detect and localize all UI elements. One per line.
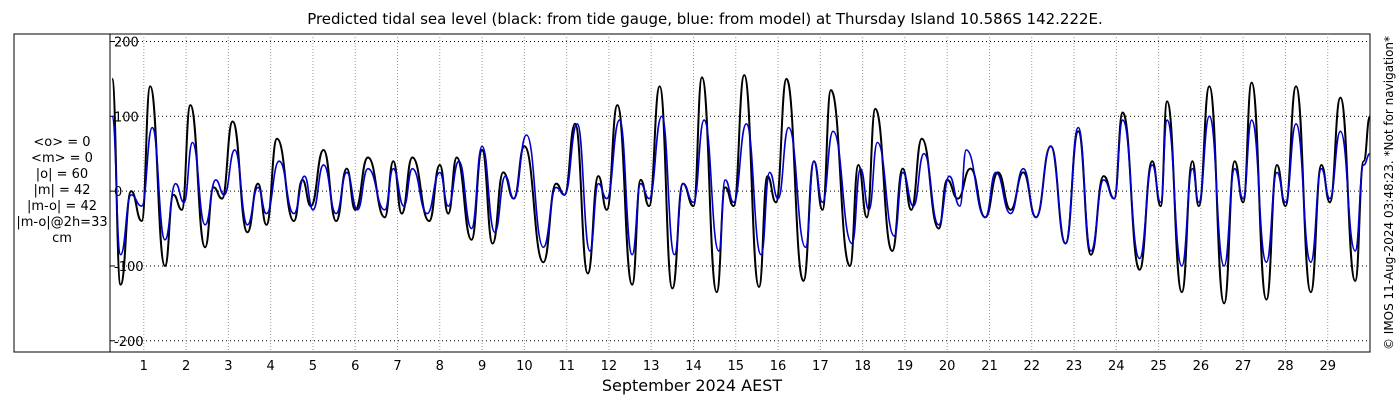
x-tick-label: 29 (1319, 359, 1336, 374)
x-tick-label: 26 (1193, 359, 1210, 374)
y-tick-label: -100 (114, 260, 144, 275)
stat-line: <m> = 0 (31, 151, 93, 166)
x-tick-label: 11 (558, 359, 575, 374)
plot-frame (13, 33, 1371, 353)
stat-line: |m-o| = 42 (27, 199, 97, 214)
chart-title: Predicted tidal sea level (black: from t… (307, 10, 1103, 28)
stats-layer: <o> = 0<m> = 0|o| = 60|m| = 42|m-o| = 42… (16, 135, 107, 246)
y-tick-label: 100 (114, 110, 139, 125)
x-tick-label: 13 (643, 359, 660, 374)
y-tick-label: 200 (114, 35, 139, 50)
x-tick-label: 3 (224, 359, 232, 374)
x-tick-label: 28 (1277, 359, 1294, 374)
stat-line: <o> = 0 (33, 135, 90, 150)
x-tick-label: 17 (812, 359, 829, 374)
x-tick-label: 23 (1066, 359, 1083, 374)
x-tick-label: 6 (351, 359, 359, 374)
x-tick-label: 10 (516, 359, 533, 374)
stat-line: |o| = 60 (36, 167, 88, 182)
x-tick-label: 18 (854, 359, 871, 374)
x-tick-label: 16 (770, 359, 787, 374)
x-tick-label: 15 (727, 359, 744, 374)
x-tick-label: 4 (267, 359, 275, 374)
x-tick-label: 2 (182, 359, 190, 374)
y-tick-label: -200 (114, 335, 144, 350)
x-tick-label: 19 (897, 359, 914, 374)
x-tick-label: 9 (478, 359, 486, 374)
series-layer (111, 74, 1371, 305)
x-tick-label: 1 (140, 359, 148, 374)
x-tick-label: 14 (685, 359, 702, 374)
x-tick-label: 27 (1235, 359, 1252, 374)
stat-line: cm (52, 231, 72, 246)
y-tick-label: 0 (114, 185, 122, 200)
x-tick-label: 8 (436, 359, 444, 374)
axis-layer (109, 34, 114, 352)
x-tick-label: 12 (601, 359, 618, 374)
x-tick-label: 5 (309, 359, 317, 374)
copyright-note: © IMOS 11-Aug-2024 03:48:23. *Not for na… (1382, 36, 1396, 350)
series-line-gauge (111, 74, 1371, 305)
x-axis-label: September 2024 AEST (602, 376, 783, 395)
x-tick-label: 7 (393, 359, 401, 374)
x-tick-label: 24 (1108, 359, 1125, 374)
stat-line: |m| = 42 (33, 183, 90, 198)
x-tick-label: 25 (1150, 359, 1167, 374)
x-tick-label: 21 (981, 359, 998, 374)
stat-line: |m-o|@2h=33 (16, 215, 107, 230)
series-line-model (111, 115, 1371, 267)
x-tick-label: 20 (939, 359, 956, 374)
x-tick-label: 22 (1023, 359, 1040, 374)
